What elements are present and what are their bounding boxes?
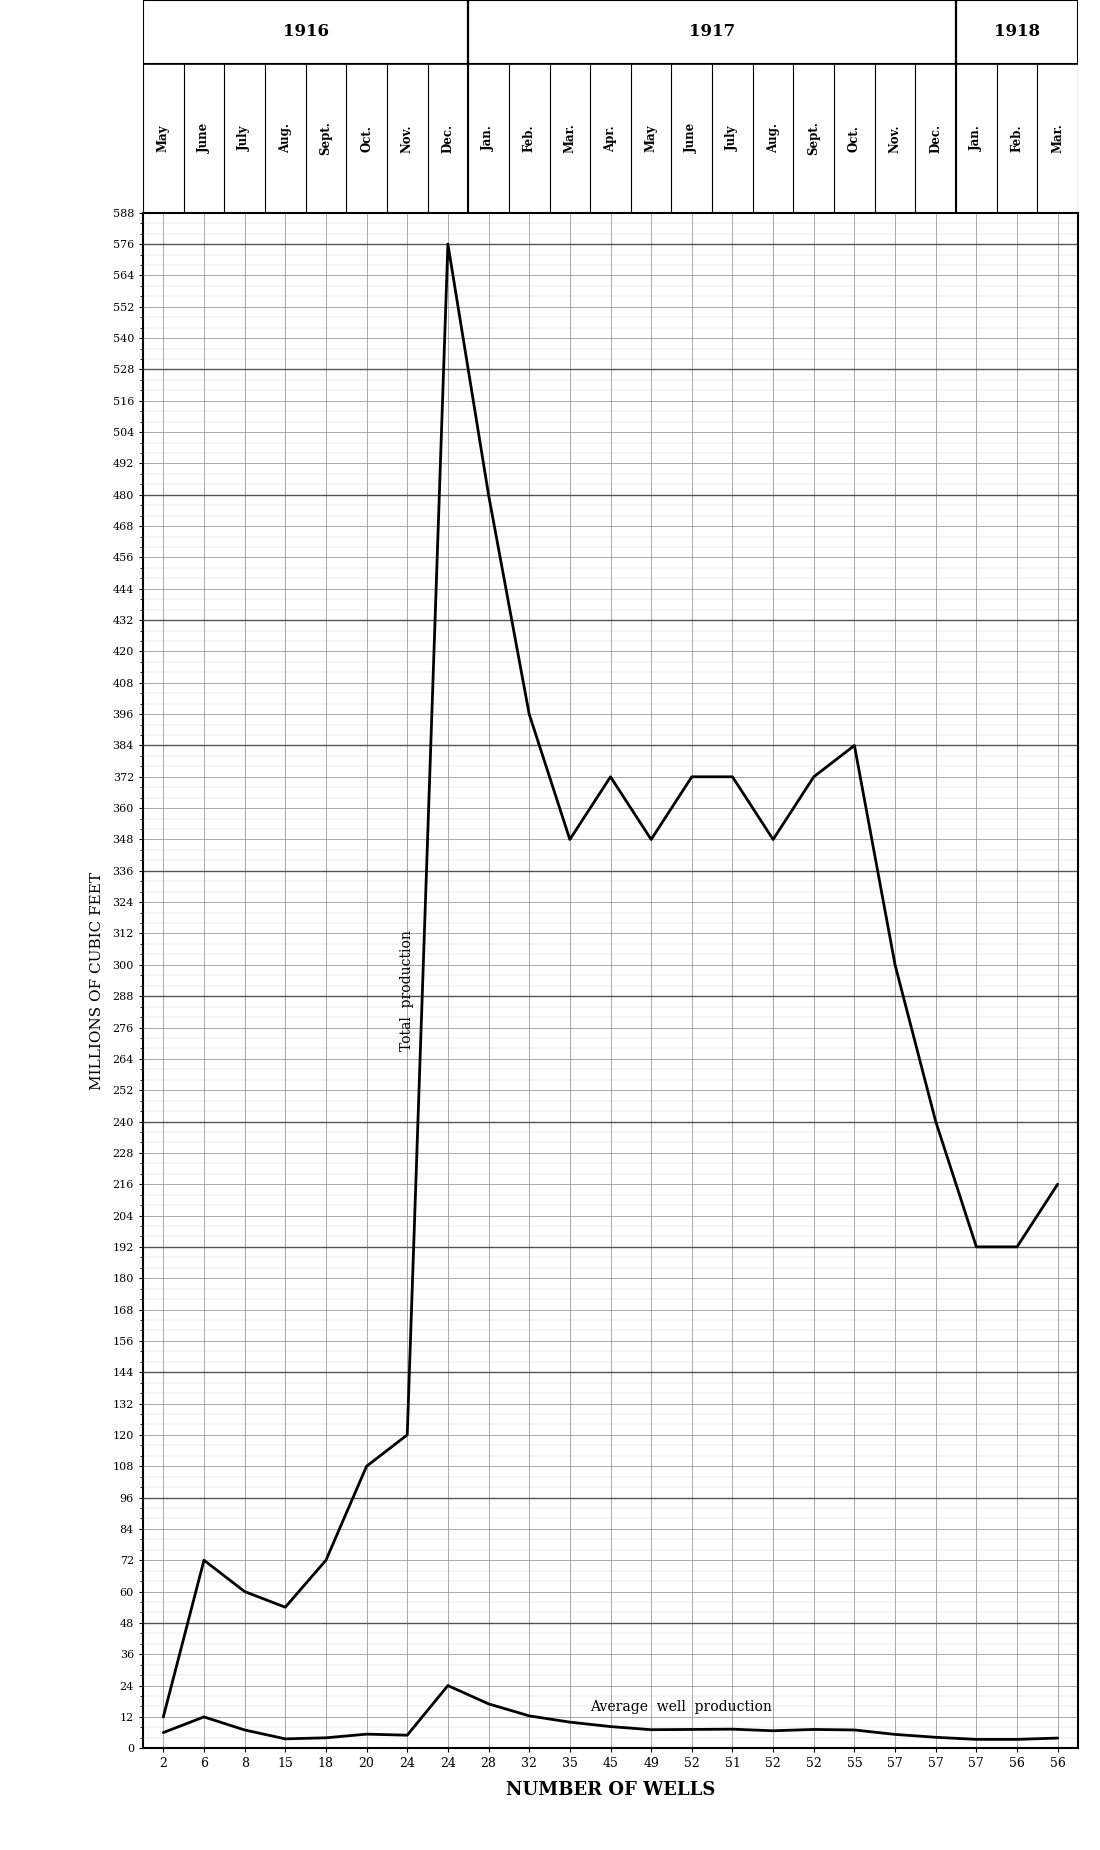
Text: Jan.: Jan.	[482, 126, 495, 152]
Text: Oct.: Oct.	[848, 124, 861, 152]
Text: Mar.: Mar.	[563, 124, 576, 154]
Text: July: July	[726, 126, 739, 152]
Text: May: May	[157, 124, 169, 152]
Text: Aug.: Aug.	[278, 124, 292, 154]
Text: Aug.: Aug.	[767, 124, 780, 154]
Text: Oct.: Oct.	[360, 124, 373, 152]
Text: Sept.: Sept.	[807, 122, 821, 155]
Text: Sept.: Sept.	[319, 122, 332, 155]
Text: June: June	[685, 124, 698, 154]
Text: Feb.: Feb.	[522, 124, 536, 152]
Text: Average  well  production: Average well production	[591, 1700, 772, 1715]
Text: 1918: 1918	[994, 24, 1041, 41]
Text: 1916: 1916	[283, 24, 329, 41]
Text: Jan.: Jan.	[970, 126, 983, 152]
Text: Apr.: Apr.	[604, 126, 617, 152]
Text: Total  production: Total production	[400, 931, 415, 1051]
Text: Mar.: Mar.	[1052, 124, 1064, 154]
Text: Dec.: Dec.	[441, 124, 454, 154]
Text: Dec.: Dec.	[930, 124, 943, 154]
Text: May: May	[645, 124, 658, 152]
Text: Nov.: Nov.	[889, 124, 902, 152]
X-axis label: NUMBER OF WELLS: NUMBER OF WELLS	[506, 1782, 715, 1800]
Text: Nov.: Nov.	[400, 124, 414, 152]
Text: June: June	[198, 124, 210, 154]
Y-axis label: MILLIONS OF CUBIC FEET: MILLIONS OF CUBIC FEET	[90, 871, 104, 1090]
Text: July: July	[238, 126, 251, 152]
Text: 1917: 1917	[689, 24, 735, 41]
Text: Feb.: Feb.	[1011, 124, 1023, 152]
